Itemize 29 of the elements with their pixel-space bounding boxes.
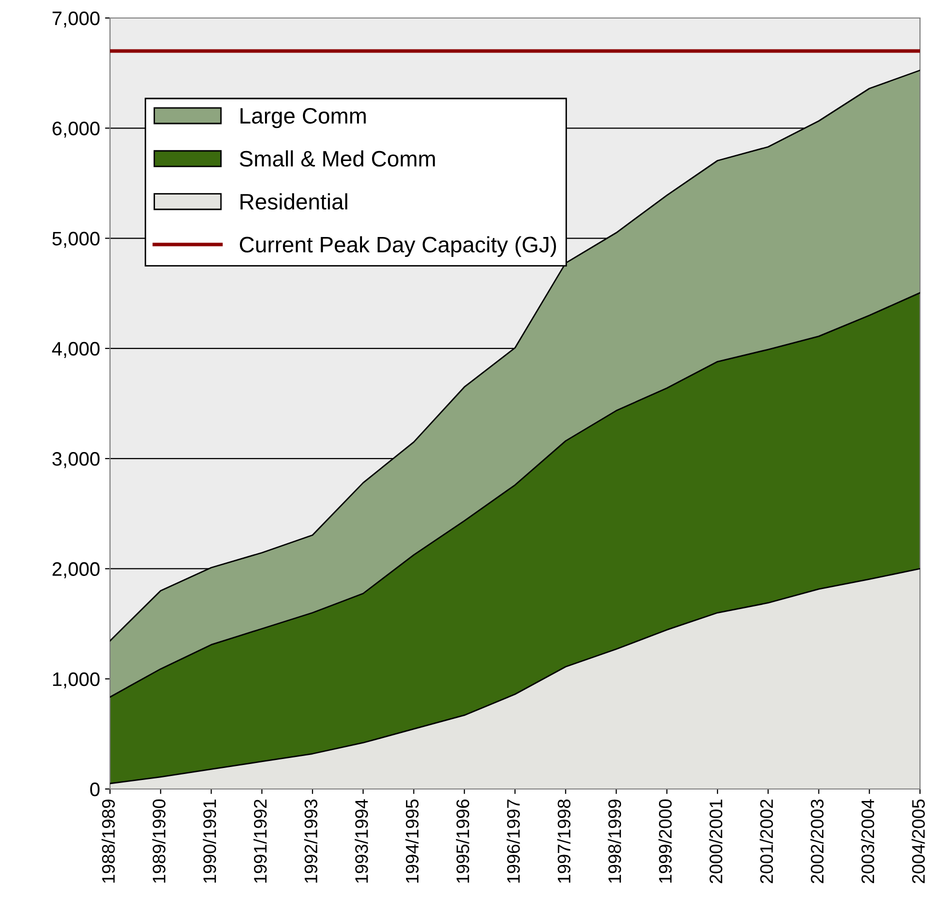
y-tick-label: 3,000 <box>52 452 100 468</box>
x-tick-label: 1994/1995 <box>405 799 419 883</box>
x-tick-label: 2002/2003 <box>810 800 824 884</box>
y-tick-label: 2,000 <box>52 562 100 578</box>
x-tick-label: 1992/1993 <box>304 800 318 883</box>
y-tick-label: 5,000 <box>52 232 100 248</box>
x-tick-label: 1988/1989 <box>102 800 115 883</box>
x-tick-label: 1993/1994 <box>354 799 368 883</box>
x-tick-label: 2000/2001 <box>709 800 722 884</box>
y-tick-label: 7,000 <box>52 11 100 28</box>
legend-label: Residential <box>240 193 348 210</box>
x-tick-label: 1996/1997 <box>506 800 520 883</box>
legend-label: Current Peak Day Capacity (GJ) <box>240 236 556 257</box>
x-tick-label: 1991/1992 <box>253 800 267 883</box>
x-tick-label: 1989/1990 <box>152 799 166 883</box>
legend-label: Large Comm <box>240 108 366 128</box>
x-tick-label: 1998/1999 <box>608 800 622 883</box>
y-tick-label: 6,000 <box>52 122 100 138</box>
x-tick-label: 2001/2002 <box>760 800 773 884</box>
x-tick-label: 2003/2004 <box>860 799 874 884</box>
x-tick-label: 1999/2000 <box>658 799 672 883</box>
x-tick-label: 1997/1998 <box>557 800 570 883</box>
y-tick-label: 4,000 <box>52 342 100 358</box>
x-tick-label: 2004/2005 <box>912 799 925 884</box>
y-tick-label: 1,000 <box>53 672 100 688</box>
legend-label: Small & Med Comm <box>240 150 435 167</box>
x-tick-label: 1990/1991 <box>202 800 216 883</box>
y-tick-label: 0 <box>90 782 100 796</box>
x-tick-label: 1995/1996 <box>456 800 470 883</box>
